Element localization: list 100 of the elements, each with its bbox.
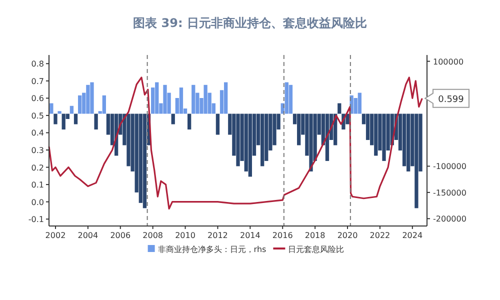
bar [268, 114, 272, 150]
bar [224, 82, 228, 114]
bar [110, 114, 114, 146]
bar [66, 114, 70, 119]
bar [374, 114, 378, 156]
y2-tick-label: -200000 [433, 214, 466, 224]
y-tick-label: 0.4 [31, 128, 44, 138]
bar [94, 114, 98, 130]
y-tick-label: 0.7 [31, 76, 44, 86]
bar [366, 114, 370, 140]
bar [142, 114, 147, 208]
y2-tick-label: -100000 [433, 162, 466, 172]
y2-tick-label: -150000 [433, 188, 466, 198]
bar [163, 84, 167, 114]
bar [338, 103, 342, 114]
bar [122, 114, 126, 146]
bar [188, 114, 192, 130]
legend-label: 非商业持仓净多头：日元，rhs [158, 245, 266, 254]
bar [284, 82, 288, 114]
bar [414, 114, 418, 208]
bar [50, 103, 54, 114]
x-tick-label: 2016 [272, 231, 293, 240]
bar [288, 84, 293, 114]
x-tick-label: 2010 [175, 231, 196, 240]
bar [370, 114, 374, 146]
y-tick-label: 0.8 [31, 60, 44, 69]
bar [309, 114, 313, 172]
bar [78, 95, 82, 114]
bar [305, 114, 309, 156]
annotation: 0.599 [438, 94, 464, 105]
bar [62, 114, 66, 130]
y-tick-label: 0.3 [31, 146, 44, 155]
bar [220, 90, 224, 114]
bar [248, 114, 252, 177]
bar [98, 111, 102, 114]
bar [183, 108, 188, 114]
x-tick-label: 2024 [402, 231, 423, 240]
x-tick-label: 2014 [240, 231, 260, 240]
bar [406, 114, 410, 172]
x-tick-label: 2002 [45, 231, 66, 240]
bar [179, 88, 184, 114]
legend-label: 日元套息风险比 [288, 245, 344, 254]
bar [138, 114, 142, 203]
bar [301, 114, 305, 135]
bar [130, 114, 134, 172]
bar [276, 114, 280, 130]
bar [264, 114, 268, 161]
bar [228, 114, 232, 135]
bar [175, 98, 179, 114]
bar [151, 88, 155, 114]
bar [382, 114, 386, 161]
bar [196, 92, 200, 114]
bar [240, 114, 244, 161]
bar [167, 92, 171, 114]
bar [58, 111, 62, 114]
y-tick-label: 0.1 [31, 180, 44, 190]
bar [297, 114, 301, 146]
bar [410, 114, 414, 166]
x-tick-label: 2006 [110, 231, 131, 240]
y-tick-label: 0.6 [31, 94, 44, 104]
bar [236, 114, 240, 166]
bar [386, 114, 390, 150]
bar [292, 114, 297, 124]
bar [212, 103, 216, 114]
y-tick-label: 0.5 [31, 111, 44, 120]
bar [260, 114, 264, 166]
y-tick-label: 0.2 [31, 163, 44, 172]
x-tick-label: 2008 [142, 231, 164, 240]
bar [204, 84, 208, 114]
bar [192, 84, 196, 114]
bar [171, 114, 175, 124]
bar [232, 114, 236, 156]
bar [256, 114, 260, 146]
bar [102, 95, 106, 114]
x-tick-label: 2022 [370, 231, 390, 240]
y-tick-label: -0.1 [28, 215, 44, 224]
bar [216, 114, 220, 135]
bar [398, 114, 402, 150]
bar [358, 92, 362, 114]
bar [159, 103, 163, 114]
bar [54, 114, 58, 124]
chart-title: 图表 39: 日元非商业持仓、套息收益风险比 [133, 16, 367, 30]
bar [378, 114, 382, 150]
bar [362, 114, 366, 124]
bar [70, 106, 74, 114]
bar [244, 114, 248, 172]
bar [106, 114, 110, 135]
y-tick-label: 0.0 [31, 198, 44, 207]
bar [208, 92, 212, 114]
x-tick-label: 2004 [78, 231, 98, 240]
bar [86, 84, 90, 114]
bar [134, 114, 138, 192]
bar [317, 114, 321, 135]
x-tick-label: 2020 [337, 231, 358, 240]
bar [126, 114, 130, 166]
bar [313, 114, 317, 161]
bar [272, 114, 276, 146]
y2-tick-label: 100000 [433, 57, 464, 66]
bar [402, 114, 406, 166]
value-box: 0.599 [424, 88, 470, 108]
